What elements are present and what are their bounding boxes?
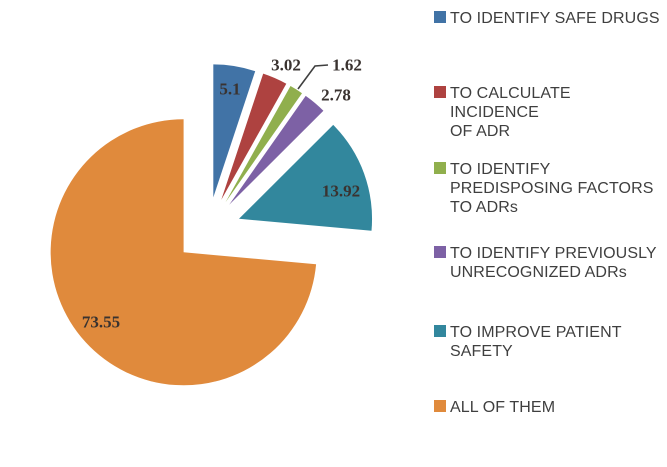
legend-swatch-icon xyxy=(434,86,446,98)
data-label-0: 5.1 xyxy=(219,80,240,99)
legend-item-4: TO IMPROVE PATIENT SAFETY xyxy=(434,323,662,361)
pie-slice-3 xyxy=(229,95,324,205)
label-leader-line-2 xyxy=(297,64,329,90)
data-label-1: 3.02 xyxy=(271,56,301,75)
legend-label-4: TO IMPROVE PATIENT SAFETY xyxy=(450,324,622,360)
legend-item-1: TO CALCULATE INCIDENCE OF ADR xyxy=(434,84,662,141)
legend-label-3: TO IDENTIFY PREVIOUSLY UNRECOGNIZED ADRs xyxy=(450,245,657,281)
legend-label-2: TO IDENTIFY PREDISPOSING FACTORS TO ADRs xyxy=(450,161,654,216)
pie-slice-0 xyxy=(213,64,256,198)
legend-swatch-icon xyxy=(434,11,446,23)
legend-label-5: ALL OF THEM xyxy=(450,399,556,416)
data-label-5: 73.55 xyxy=(82,313,120,332)
data-label-2: 1.62 xyxy=(332,56,362,75)
pie-slice-4 xyxy=(239,124,373,231)
legend-swatch-icon xyxy=(434,246,446,258)
chart-legend: TO IDENTIFY SAFE DRUGS TO CALCULATE INCID… xyxy=(434,0,664,467)
data-label-3: 2.78 xyxy=(321,86,351,105)
pie-slice-1 xyxy=(221,73,287,200)
legend-swatch-icon xyxy=(434,400,446,412)
legend-label-0: TO IDENTIFY SAFE DRUGS xyxy=(450,10,660,27)
legend-item-0: TO IDENTIFY SAFE DRUGS xyxy=(434,9,662,28)
legend-label-1: TO CALCULATE INCIDENCE OF ADR xyxy=(450,85,571,140)
legend-swatch-icon xyxy=(434,325,446,337)
pie-slice-2 xyxy=(225,86,302,203)
pie-chart: 5.1 3.02 1.62 2.78 13.92 73.55 xyxy=(50,56,373,386)
legend-item-2: TO IDENTIFY PREDISPOSING FACTORS TO ADRs xyxy=(434,160,662,217)
legend-item-3: TO IDENTIFY PREVIOUSLY UNRECOGNIZED ADRs xyxy=(434,244,662,282)
legend-swatch-icon xyxy=(434,162,446,174)
pie-slice-5 xyxy=(50,119,317,386)
legend-item-5: ALL OF THEM xyxy=(434,398,662,417)
data-label-4: 13.92 xyxy=(322,182,360,201)
